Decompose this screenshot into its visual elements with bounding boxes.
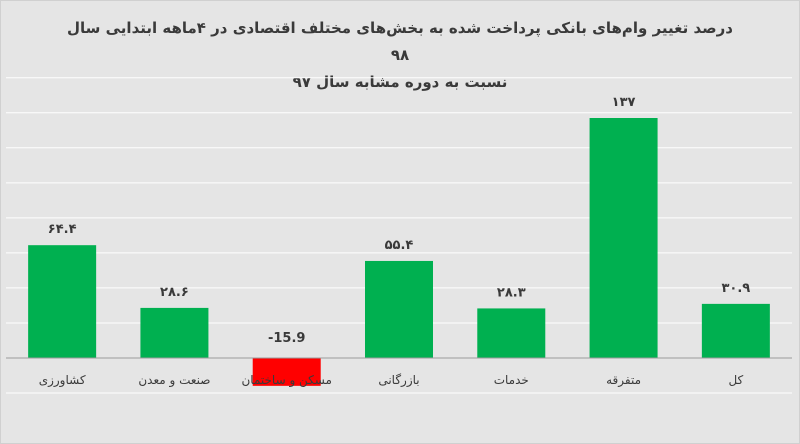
bar-5 [589, 118, 658, 358]
chart-title: درصد تغییر وام‌های بانکی پرداخت شده به ب… [61, 15, 739, 96]
bar-4 [477, 308, 546, 358]
data-label-0: ۶۴.۴ [48, 222, 77, 237]
bar-3 [365, 260, 433, 358]
category-label-2: مسکن و ساختمان [241, 373, 331, 388]
chart-title-line-1: درصد تغییر وام‌های بانکی پرداخت شده به ب… [67, 19, 733, 64]
category-label-1: صنعت و معدن [138, 373, 210, 388]
data-label-3: ۵۵.۴ [385, 238, 414, 253]
data-label-5: ۱۳۷ [612, 95, 636, 110]
bar-1 [140, 307, 209, 358]
category-label-0: کشاورزی [39, 373, 86, 388]
category-label-3: بازرگانی [378, 373, 419, 388]
bar-2 [252, 358, 321, 386]
data-label-6: ۳۰.۹ [721, 281, 750, 296]
category-label-4: خدمات [494, 373, 529, 387]
data-label-4: ۲۸.۳ [497, 285, 526, 300]
data-label-1: ۲۸.۶ [160, 285, 189, 300]
category-label-5: متفرقه [606, 373, 641, 388]
category-label-6: کل [728, 373, 743, 387]
bar-0 [28, 245, 97, 358]
bar-6 [701, 303, 770, 358]
data-label-2: -15.9 [268, 331, 305, 346]
